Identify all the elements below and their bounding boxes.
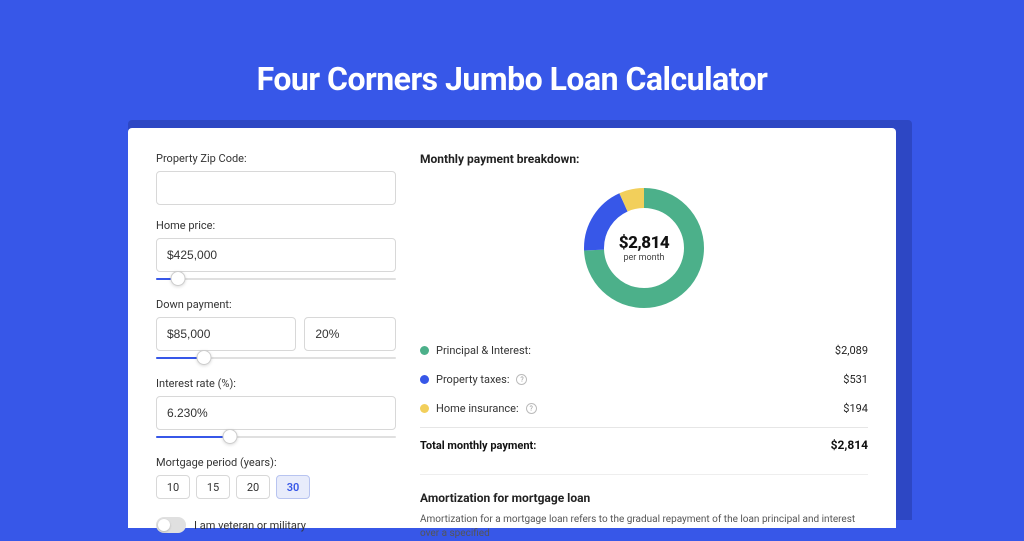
legend-row-taxes: Property taxes: ? $531 — [420, 365, 868, 394]
down-payment-field-block: Down payment: — [156, 298, 396, 363]
legend-label: Principal & Interest: — [436, 344, 531, 357]
donut-center: $2,814 per month — [584, 188, 704, 308]
slider-track — [156, 278, 396, 280]
home-price-field-block: Home price: — [156, 219, 396, 284]
down-payment-pct-input[interactable] — [304, 317, 396, 351]
donut-center-sub: per month — [623, 253, 664, 263]
page-title: Four Corners Jumbo Loan Calculator — [0, 0, 1024, 98]
legend-value: $531 — [843, 373, 868, 386]
donut-center-amount: $2,814 — [619, 233, 669, 253]
amortization-title: Amortization for mortgage loan — [420, 474, 868, 505]
period-option-30[interactable]: 30 — [276, 475, 310, 499]
slider-thumb[interactable] — [170, 271, 185, 286]
down-payment-input[interactable] — [156, 317, 296, 351]
home-price-label: Home price: — [156, 219, 396, 232]
period-label: Mortgage period (years): — [156, 456, 396, 469]
page-background: Four Corners Jumbo Loan Calculator Prope… — [0, 0, 1024, 512]
slider-thumb[interactable] — [223, 429, 238, 444]
info-icon[interactable]: ? — [526, 403, 537, 414]
amortization-text: Amortization for a mortgage loan refers … — [420, 513, 868, 541]
breakdown-column: Monthly payment breakdown: $2,814 per mo… — [420, 152, 868, 528]
breakdown-title: Monthly payment breakdown: — [420, 152, 868, 166]
total-row: Total monthly payment: $2,814 — [420, 427, 868, 452]
interest-label: Interest rate (%): — [156, 377, 396, 390]
interest-slider[interactable] — [156, 432, 396, 442]
slider-fill — [156, 436, 230, 438]
total-value: $2,814 — [831, 438, 868, 452]
slider-thumb[interactable] — [197, 350, 212, 365]
veteran-toggle-label: I am veteran or military — [194, 519, 306, 532]
legend-label: Home insurance: — [436, 402, 519, 415]
legend-dot-icon — [420, 346, 429, 355]
zip-input[interactable] — [156, 171, 396, 205]
period-option-20[interactable]: 20 — [236, 475, 270, 499]
interest-field-block: Interest rate (%): — [156, 377, 396, 442]
period-option-15[interactable]: 15 — [196, 475, 230, 499]
info-icon[interactable]: ? — [516, 374, 527, 385]
down-payment-slider[interactable] — [156, 353, 396, 363]
veteran-toggle[interactable] — [156, 517, 186, 533]
interest-input[interactable] — [156, 396, 396, 430]
zip-label: Property Zip Code: — [156, 152, 396, 165]
total-label: Total monthly payment: — [420, 439, 536, 452]
legend-row-insurance: Home insurance: ? $194 — [420, 394, 868, 423]
down-payment-label: Down payment: — [156, 298, 396, 311]
legend-label: Property taxes: — [436, 373, 509, 386]
home-price-slider[interactable] — [156, 274, 396, 284]
period-options: 10 15 20 30 — [156, 475, 396, 499]
form-column: Property Zip Code: Home price: Down paym… — [156, 152, 396, 528]
legend-dot-icon — [420, 375, 429, 384]
period-option-10[interactable]: 10 — [156, 475, 190, 499]
payment-donut-chart: $2,814 per month — [584, 188, 704, 308]
home-price-input[interactable] — [156, 238, 396, 272]
legend-value: $194 — [843, 402, 868, 415]
legend-value: $2,089 — [835, 344, 868, 357]
period-field-block: Mortgage period (years): 10 15 20 30 — [156, 456, 396, 499]
veteran-toggle-row: I am veteran or military — [156, 517, 396, 533]
calculator-card: Property Zip Code: Home price: Down paym… — [128, 128, 896, 528]
legend-dot-icon — [420, 404, 429, 413]
donut-container: $2,814 per month — [420, 178, 868, 318]
zip-field-block: Property Zip Code: — [156, 152, 396, 205]
legend-row-principal: Principal & Interest: $2,089 — [420, 336, 868, 365]
